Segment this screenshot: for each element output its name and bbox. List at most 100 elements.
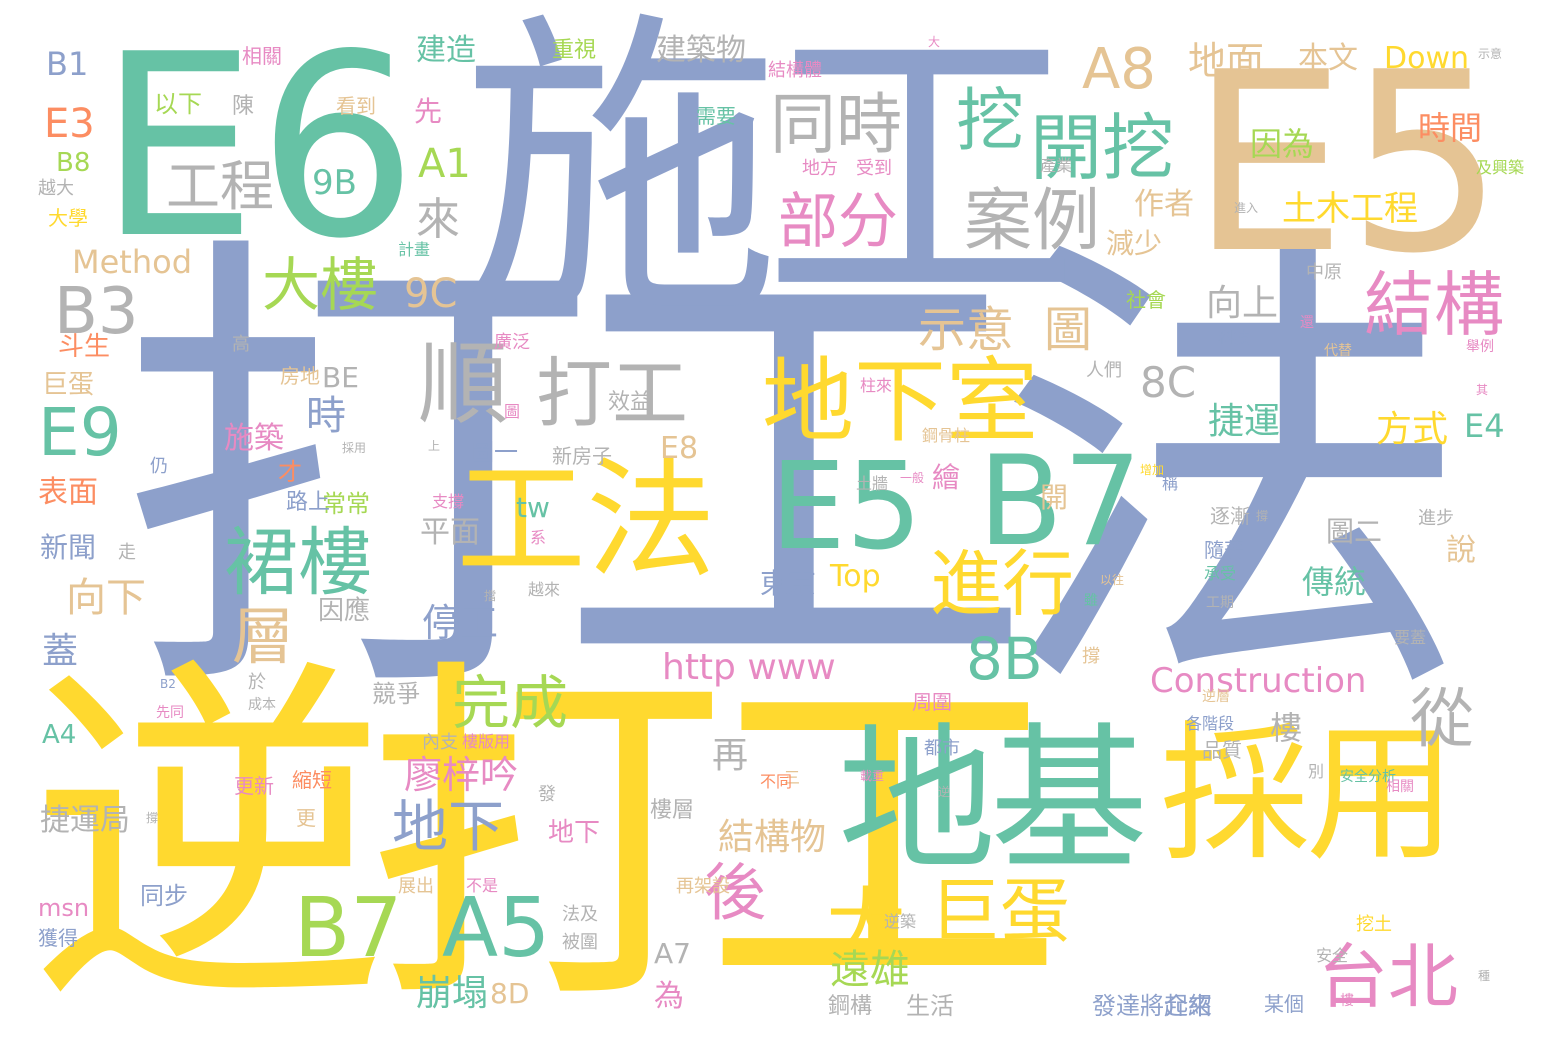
word-cloud-word: 稱 (1162, 474, 1179, 493)
word-cloud-word: 品質 (1202, 738, 1242, 762)
word-cloud-word: 因為 (1250, 125, 1315, 163)
word-cloud-word: 地下室 (762, 348, 1039, 455)
word-cloud-word: E6 (98, 1, 418, 294)
word-cloud-word: 地基 (838, 709, 1148, 893)
word-cloud-word: 撐 (146, 811, 159, 825)
word-cloud-word: 圖 (504, 402, 521, 421)
word-cloud-word: 8B (966, 625, 1043, 693)
word-cloud-word: E5 (770, 438, 923, 577)
word-cloud-word: 陳 (232, 94, 255, 119)
word-cloud-word: 系 (530, 528, 547, 547)
word-cloud-word: B8 (56, 148, 91, 178)
word-cloud-word: 東京 (760, 567, 817, 600)
word-cloud-word: 相關 (1386, 779, 1414, 795)
word-cloud-word: 台北 (1318, 936, 1458, 1018)
word-cloud-word: 看到 (336, 94, 376, 118)
word-cloud-word: 地下 (392, 795, 504, 860)
word-cloud-word: 8C (1140, 358, 1197, 407)
word-cloud-word: 廖梓吟 (404, 753, 519, 797)
word-cloud-word: 結構體 (768, 60, 822, 81)
word-cloud-word: 仍 (150, 456, 168, 477)
word-cloud-word: 打工 (536, 349, 688, 438)
word-cloud-word: 發 (538, 784, 556, 805)
word-cloud-word: 路上 (286, 490, 331, 515)
word-cloud-word: E9 (38, 394, 122, 471)
word-cloud-word: 同步 (140, 882, 188, 910)
word-cloud-word: 以下 (154, 90, 202, 118)
word-cloud-word: B7 (294, 881, 403, 976)
word-cloud-word: 挖 (956, 82, 1025, 161)
word-cloud-word: E5 (1190, 20, 1505, 308)
word-cloud-word: B3 (54, 275, 139, 349)
word-cloud-word: 成本 (248, 697, 276, 713)
word-cloud-word: 鋼構 (828, 994, 873, 1019)
word-cloud-word: 工程 (166, 155, 274, 218)
word-cloud-word: 部分 (778, 187, 898, 257)
word-cloud-word: 安全 (1316, 946, 1349, 965)
word-cloud-word: 減少 (1106, 227, 1163, 260)
word-cloud-word: B2 (160, 677, 176, 691)
word-cloud-word: 平面 (420, 515, 480, 550)
word-cloud-word: 說 (1446, 533, 1476, 568)
word-cloud-word: 圖一 (470, 438, 518, 466)
word-cloud-word: 廣泛 (494, 332, 530, 353)
word-cloud-word: A5 (442, 881, 551, 976)
word-cloud-word: E4 (1464, 407, 1505, 445)
word-cloud-word: 來 (416, 194, 460, 245)
word-cloud-word: 柱來 (860, 376, 893, 395)
word-cloud-word: 再架設 (676, 876, 730, 897)
word-cloud-word: 崩塌 (416, 973, 489, 1014)
word-cloud-word: 因應 (318, 596, 371, 626)
word-cloud-word: 三 (784, 768, 801, 787)
word-cloud-word: 本文 (1298, 41, 1358, 76)
word-cloud-word: 被圍 (562, 932, 598, 953)
word-cloud-word: 安全分析 (1340, 769, 1396, 785)
word-cloud-word: BE (322, 361, 359, 394)
word-cloud-word: 承受 (1204, 564, 1237, 583)
word-cloud-word: 打工法 (118, 198, 1472, 755)
word-cloud-word: 結構物 (718, 817, 827, 858)
word-cloud-word: http www (662, 647, 836, 688)
word-cloud-word: 土牆 (856, 474, 889, 493)
word-cloud-word: 後 (704, 856, 767, 929)
word-cloud-word: 地下 (548, 818, 601, 848)
word-cloud-word: 周圍 (912, 690, 952, 714)
word-cloud-word: 逆築 (884, 912, 917, 931)
word-cloud-word: 工法 (456, 444, 717, 596)
word-cloud-word: 土木工程 (1282, 189, 1418, 229)
word-cloud-word: 樓版用 (462, 732, 511, 751)
word-cloud-word: 大學 (48, 206, 88, 230)
word-cloud-word: 法及 (562, 904, 598, 925)
word-cloud-word: 一般 (900, 471, 925, 485)
word-cloud-word: 某個 (1264, 992, 1304, 1016)
word-cloud-word: 逆 (938, 785, 951, 799)
word-cloud-word: 內支 (422, 732, 458, 753)
word-cloud-word: 層 (232, 600, 295, 673)
word-cloud-word: 建築物 (656, 33, 746, 68)
word-cloud-word: 為 (654, 979, 684, 1014)
word-cloud-word: 表面 (38, 475, 98, 510)
word-cloud-word: 斗生 (58, 332, 111, 362)
word-cloud-word: 裙樓 (224, 520, 372, 606)
word-cloud-word: 於 (248, 672, 266, 693)
word-cloud-word: 新聞 (40, 531, 97, 564)
word-cloud-word: 鋼骨柱 (922, 426, 971, 445)
word-cloud-word: 傳統 (1302, 563, 1367, 601)
word-cloud-word: 計畫 (398, 240, 431, 259)
word-cloud-word: 逐漸 (1210, 504, 1250, 528)
word-cloud-word: Top (830, 559, 881, 594)
word-cloud-word: 巨蛋 (930, 870, 1070, 952)
word-cloud-word: 同時 (770, 86, 902, 163)
word-cloud-word: 挖土 (1356, 914, 1392, 935)
word-cloud-word: 都市 (924, 738, 960, 759)
word-cloud-word: 載重 (860, 769, 885, 783)
word-cloud-word: 採用 (1160, 708, 1456, 882)
word-cloud-word: 施工 (462, 0, 1080, 356)
word-cloud-word: 示意 (1478, 47, 1503, 61)
word-cloud-word: 巨蛋 (42, 370, 95, 400)
word-cloud-word: 生活 (906, 992, 954, 1020)
word-cloud-word: tw (516, 491, 550, 524)
word-cloud-word: 時間 (1418, 109, 1483, 147)
word-cloud-word: 停工 (422, 601, 499, 645)
